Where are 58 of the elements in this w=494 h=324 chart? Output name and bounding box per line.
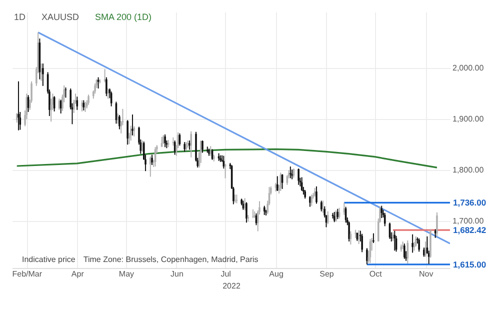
candlestick	[348, 221, 350, 242]
candlestick	[130, 125, 132, 142]
candlestick	[436, 212, 438, 236]
annotation: Indicative price	[22, 255, 76, 264]
candlestick	[82, 100, 85, 111]
chart-title: XAUUSD	[42, 12, 80, 22]
x-tick-label: Apr	[71, 270, 84, 278]
x-tick-label: Jul	[220, 270, 232, 278]
candlestick	[418, 238, 420, 252]
x-tick-label: Nov	[418, 270, 434, 278]
candlestick	[150, 156, 152, 178]
x-tick-label: Jun	[170, 270, 184, 278]
annotation: 1,615.00	[453, 259, 486, 270]
x-axis-title: 2022	[222, 282, 241, 290]
chart-subtitle: 1D	[14, 12, 26, 22]
candlestick	[234, 194, 236, 204]
x-tick-label: May	[118, 270, 134, 278]
candlestick	[372, 232, 374, 244]
candlestick	[133, 126, 136, 137]
candlestick	[202, 140, 204, 154]
candlestick	[291, 169, 293, 180]
x-tick-label: Sep	[320, 270, 334, 278]
y-tick-label: 1,700.00	[452, 216, 484, 226]
x-tick-label: Feb/Mar	[12, 270, 42, 278]
candlestick	[316, 186, 318, 204]
candlestick	[190, 130, 192, 158]
y-tick-label: 1,900.00	[452, 114, 484, 124]
candlestick	[106, 76, 108, 97]
candlestick	[107, 88, 109, 100]
candlestick	[16, 112, 18, 124]
x-tick-label: Oct	[369, 270, 383, 278]
candlestick	[184, 142, 186, 152]
y-tick-label: 1,800.00	[452, 166, 484, 175]
annotation: 1,736.00	[453, 198, 486, 208]
candlestick	[246, 202, 248, 224]
candlestick	[252, 208, 254, 219]
y-tick-label: 2,000.00	[452, 64, 484, 73]
candlestick	[164, 134, 166, 148]
candlestick	[404, 243, 406, 260]
candlestick	[335, 210, 337, 222]
candlestick	[310, 194, 312, 206]
candlestick	[18, 80, 20, 131]
candlestick	[424, 240, 426, 258]
candlestick	[412, 234, 414, 254]
candlestick	[298, 168, 300, 186]
text: SMA 200 (1D)	[95, 12, 152, 22]
candlestick	[76, 96, 78, 110]
candlestick	[151, 154, 153, 166]
candlestick	[384, 212, 386, 227]
candlestick	[94, 82, 96, 94]
candlestick	[276, 176, 278, 192]
candlestick	[361, 233, 363, 253]
annotation: 1,682.42	[453, 225, 486, 236]
candlestick	[366, 248, 368, 265]
annotation: Time Zone: Brussels, Copenhagen, Madrid, Paris	[83, 255, 258, 264]
candlestick	[423, 247, 425, 258]
x-tick-label: Aug	[269, 270, 284, 278]
candlestick	[290, 166, 292, 179]
